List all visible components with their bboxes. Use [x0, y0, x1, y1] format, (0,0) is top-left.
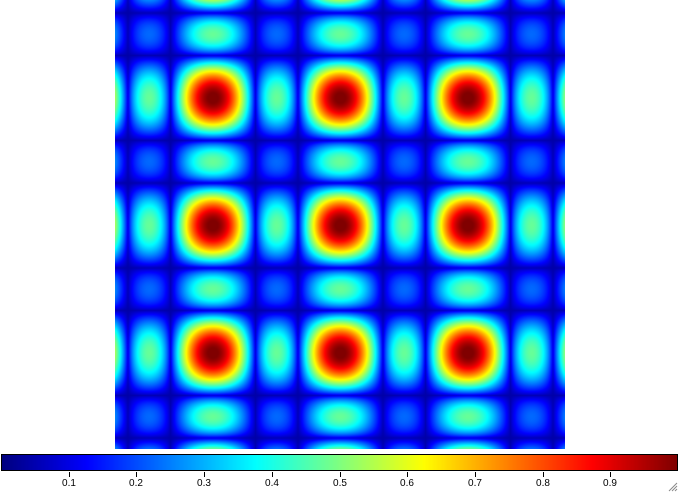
- colorbar-tick-label: 0.5: [333, 478, 347, 489]
- colorbar-tick-label: 0.4: [265, 478, 279, 489]
- resize-grip-icon[interactable]: [666, 480, 678, 492]
- colorbar-tick: [272, 472, 273, 477]
- colorbar-tick-label: 0.9: [603, 478, 617, 489]
- colorbar-tick: [475, 472, 476, 477]
- colorbar-tick-label: 0.6: [400, 478, 414, 489]
- colorbar-tick-label: 0.2: [129, 478, 143, 489]
- colorbar-tick-label: 0.7: [468, 478, 482, 489]
- colorbar-tick: [610, 472, 611, 477]
- colorbar-tick: [407, 472, 408, 477]
- colorbar-tick: [136, 472, 137, 477]
- heatmap-image: [115, 0, 565, 449]
- colorbar-gradient: [1, 454, 678, 471]
- colorbar-tick: [340, 472, 341, 477]
- colorbar-tick: [543, 472, 544, 477]
- colorbar-tick-label: 0.1: [62, 478, 76, 489]
- colorbar-tick-label: 0.8: [536, 478, 550, 489]
- colorbar-tick-label: 0.3: [197, 478, 211, 489]
- colorbar-tick: [204, 472, 205, 477]
- heatmap-plot: [115, 0, 565, 449]
- colorbar-tick: [69, 472, 70, 477]
